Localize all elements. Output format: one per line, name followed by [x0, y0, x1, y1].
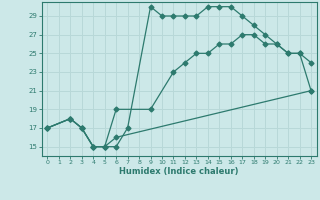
- X-axis label: Humidex (Indice chaleur): Humidex (Indice chaleur): [119, 167, 239, 176]
